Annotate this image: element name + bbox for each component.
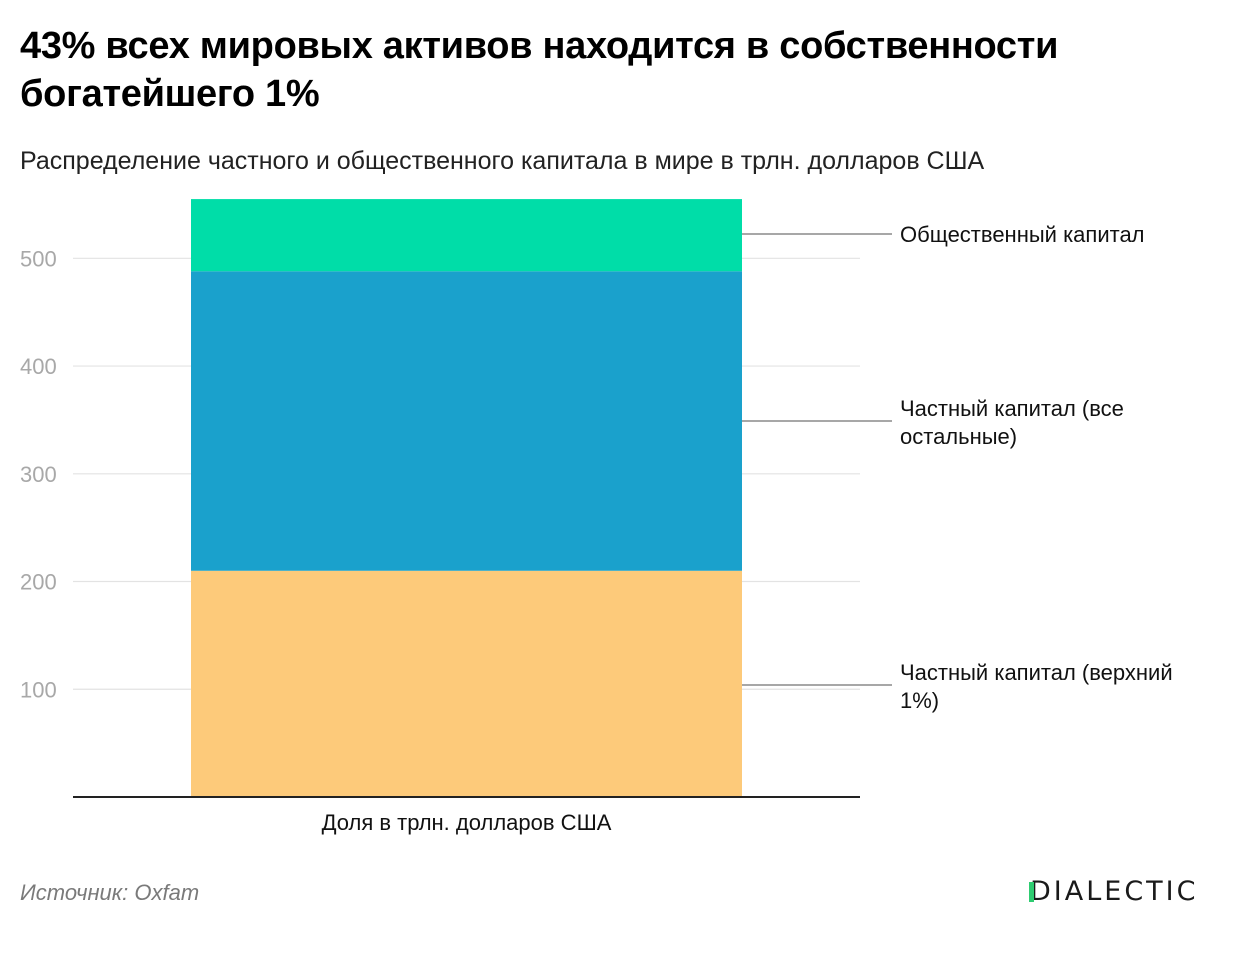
bar-segment-3 <box>191 199 742 272</box>
legend-leaders <box>742 233 892 686</box>
y-tick-300: 300 <box>20 462 57 487</box>
series-labels: Частный капитал (верхний 1%)Частный капит… <box>900 222 1173 713</box>
chart-title: 43% всех мировых активов находится в соб… <box>20 25 1059 115</box>
x-axis-label: Доля в трлн. долларов США <box>322 810 612 835</box>
series-label-line: Частный капитал (все <box>900 396 1124 421</box>
logo-text: DIALECTIC <box>1030 876 1199 907</box>
y-tick-200: 200 <box>20 570 57 595</box>
series-label-1: Частный капитал (верхний 1%) <box>900 660 1173 713</box>
y-tick-100: 100 <box>20 677 57 702</box>
chart-subtitle: Распределение частного и общественного к… <box>20 147 985 175</box>
dialectic-logo: DIALECTIC <box>1030 876 1199 907</box>
bar-segment-2 <box>191 271 742 571</box>
y-tick-labels: 100 200 300 400 500 <box>20 246 57 702</box>
series-label-line: Частный капитал (верхний <box>900 660 1173 685</box>
series-label-3: Общественный капитал <box>900 222 1145 247</box>
series-label-line: остальные) <box>900 424 1017 449</box>
series-label-line: Общественный капитал <box>900 222 1145 247</box>
bar-segments <box>191 199 742 797</box>
y-tick-400: 400 <box>20 354 57 379</box>
bar-segment-1 <box>191 570 742 797</box>
y-tick-500: 500 <box>20 246 57 271</box>
series-label-2: Частный капитал (все остальные) <box>900 396 1124 449</box>
source-note: Источник: Oxfam <box>20 880 200 905</box>
series-label-line: 1%) <box>900 688 939 713</box>
